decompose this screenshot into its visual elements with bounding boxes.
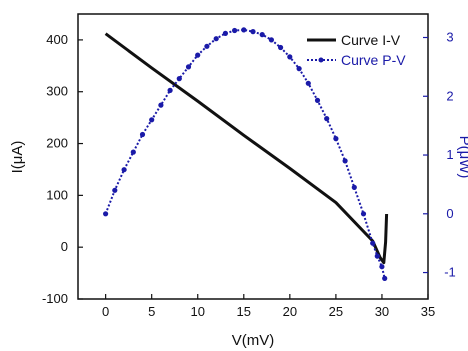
y-right-tick-label: 0 bbox=[446, 206, 453, 221]
y-right-tick-label: 3 bbox=[446, 30, 453, 45]
y-right-tick-label: 2 bbox=[446, 88, 453, 103]
y-left-tick-label: 200 bbox=[46, 136, 68, 151]
pv-point bbox=[112, 187, 118, 193]
y-left-tick-label: -100 bbox=[42, 291, 68, 306]
pv-point bbox=[351, 184, 357, 190]
pv-point bbox=[130, 149, 136, 155]
y-axis-left: -100 0 100 200 300 400 bbox=[42, 32, 83, 306]
pv-point bbox=[374, 253, 380, 259]
pv-point bbox=[360, 211, 367, 217]
pv-point bbox=[250, 29, 256, 35]
pv-point bbox=[342, 158, 348, 164]
pv-point bbox=[305, 80, 311, 86]
x-axis: 0 5 10 15 20 25 30 35 bbox=[102, 294, 435, 319]
pv-point bbox=[287, 54, 293, 60]
legend: Curve I-V Curve P-V bbox=[307, 32, 406, 68]
pv-point bbox=[103, 211, 109, 217]
x-tick-label: 25 bbox=[329, 304, 343, 319]
pv-point bbox=[176, 76, 182, 82]
y-axis-right-label: P(μW) bbox=[456, 136, 468, 179]
pv-point bbox=[382, 275, 388, 281]
y-right-tick-label: -1 bbox=[444, 265, 456, 280]
x-tick-label: 35 bbox=[421, 304, 435, 319]
x-tick-label: 10 bbox=[191, 304, 205, 319]
pv-point bbox=[167, 87, 173, 93]
pv-point bbox=[139, 131, 146, 138]
pv-point bbox=[204, 43, 210, 49]
pv-point bbox=[195, 52, 201, 58]
pv-point bbox=[241, 27, 247, 33]
pv-point bbox=[314, 97, 321, 103]
x-tick-label: 0 bbox=[102, 304, 109, 319]
legend-label-pv: Curve P-V bbox=[341, 52, 406, 68]
series-line-iv bbox=[104, 32, 389, 265]
y-left-tick-label: 100 bbox=[46, 187, 68, 202]
series-layer bbox=[103, 27, 389, 281]
legend-label-iv: Curve I-V bbox=[341, 32, 401, 48]
y-axis-left-label: I(μA) bbox=[9, 141, 26, 174]
y-left-tick-label: 0 bbox=[61, 239, 68, 254]
pv-point bbox=[185, 64, 192, 70]
x-tick-label: 5 bbox=[148, 304, 155, 319]
pv-point bbox=[232, 27, 238, 34]
plot-frame bbox=[77, 13, 429, 300]
x-tick-label: 20 bbox=[283, 304, 297, 319]
pv-point bbox=[278, 44, 284, 51]
pv-point bbox=[222, 30, 228, 36]
pv-point bbox=[370, 240, 376, 246]
pv-point bbox=[324, 116, 330, 122]
x-axis-label: V(mV) bbox=[232, 332, 275, 349]
pv-point bbox=[259, 31, 265, 38]
x-tick-label: 30 bbox=[375, 304, 389, 319]
pv-point bbox=[296, 66, 302, 72]
x-tick-label: 15 bbox=[237, 304, 251, 319]
pv-point bbox=[333, 136, 339, 142]
y-axis-right: -1 0 1 2 3 bbox=[423, 30, 456, 280]
y-left-tick-label: 400 bbox=[46, 32, 68, 47]
y-right-tick-label: 1 bbox=[446, 147, 453, 162]
pv-point bbox=[379, 264, 385, 270]
pv-point bbox=[213, 36, 219, 42]
pv-point bbox=[121, 167, 127, 173]
legend-marker-pv bbox=[318, 57, 324, 63]
pv-point bbox=[149, 117, 155, 123]
y-left-tick-label: 300 bbox=[46, 84, 68, 99]
pv-point bbox=[158, 102, 164, 108]
pv-point bbox=[268, 37, 274, 43]
